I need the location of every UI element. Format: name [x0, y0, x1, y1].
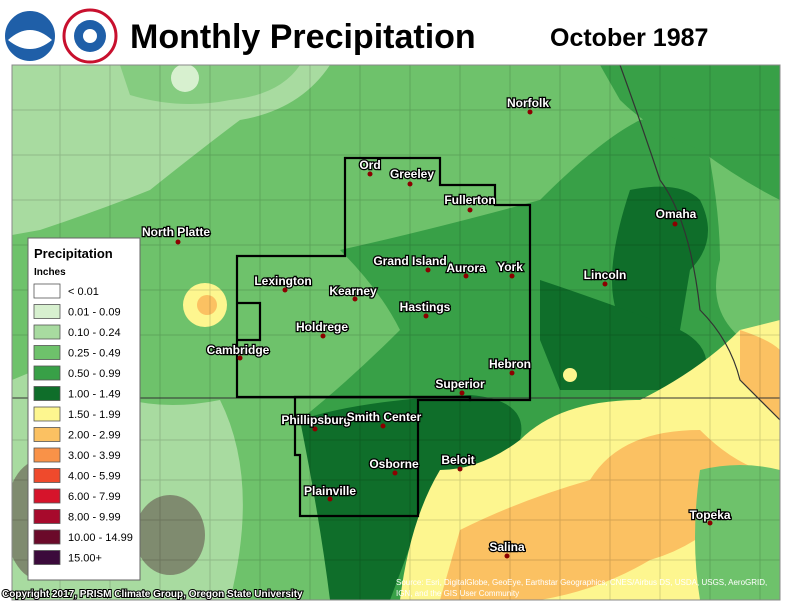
city-label: Kearney: [329, 284, 377, 298]
source-line: IGN, and the GIS User Community: [396, 589, 519, 598]
city-label: Smith Center: [347, 410, 422, 424]
city-label: Lincoln: [584, 268, 627, 282]
city-label: North Platte: [142, 225, 210, 239]
cities: Norfolk Ord Greeley Fullerton Omaha Nort…: [141, 95, 732, 559]
legend-swatch: [33, 283, 61, 299]
legend-label: 4.00 - 5.99: [68, 471, 121, 483]
city: Cambridge: [205, 342, 271, 361]
city: Kearney: [328, 283, 378, 302]
legend-label: 0.01 - 0.09: [68, 307, 121, 319]
legend-swatch: [33, 304, 61, 319]
city: Osborne: [368, 456, 420, 476]
nws-logo: [62, 8, 118, 64]
city-label: Plainville: [304, 484, 356, 498]
legend-label: 2.00 - 2.99: [68, 430, 121, 442]
legend-swatch: [33, 509, 61, 524]
copyright: Copyright 2017, PRISM Climate Group, Ore…: [2, 589, 303, 600]
city-label: Salina: [489, 540, 525, 554]
city-label: Cambridge: [207, 343, 270, 357]
city-label: Omaha: [656, 207, 697, 221]
legend-swatch: [33, 365, 61, 381]
city: Topeka: [688, 507, 732, 526]
legend-swatch: [33, 386, 61, 401]
source-line: Source: Esri, DigitalGlobe, GeoEye, Eart…: [396, 578, 767, 587]
city: Lexington: [253, 273, 313, 293]
legend-title: Precipitation: [34, 246, 113, 261]
legend-swatch: [33, 406, 61, 422]
city: Salina: [488, 539, 526, 559]
city: Smith Center: [345, 409, 423, 429]
city-label: Ord: [359, 158, 380, 172]
city: Lincoln: [582, 267, 628, 287]
legend-swatch: [33, 427, 61, 442]
legend-swatch: [33, 529, 61, 545]
city-label: Phillipsburg: [281, 413, 350, 427]
city: Hebron: [488, 356, 532, 376]
city-label: Superior: [435, 377, 485, 391]
legend-label: 1.50 - 1.99: [68, 409, 121, 421]
legend-swatch: [33, 468, 61, 483]
city: Beloit: [440, 452, 476, 472]
period: October 1987: [550, 24, 708, 52]
legend-label: 10.00 - 14.99: [68, 532, 133, 544]
city: Holdrege: [295, 319, 350, 339]
city: Fullerton: [443, 192, 497, 213]
city: Superior: [434, 376, 486, 396]
legend-units: Inches: [34, 267, 66, 278]
city-label: Lexington: [254, 274, 311, 288]
city: Aurora: [445, 260, 487, 279]
legend-label: 3.00 - 3.99: [68, 450, 121, 462]
legend-swatch: [33, 447, 61, 463]
city-label: Topeka: [689, 508, 730, 522]
legend-swatch: [33, 345, 61, 360]
city: Plainville: [303, 483, 358, 502]
city: Greeley: [389, 166, 436, 187]
legend-label: < 0.01: [68, 286, 99, 298]
city-label: York: [497, 260, 523, 274]
legend-label: 0.50 - 0.99: [68, 368, 121, 380]
city: Omaha: [654, 206, 698, 227]
legend-label: 0.25 - 0.49: [68, 348, 121, 360]
city: Ord: [358, 157, 382, 177]
city-label: Grand Island: [373, 254, 446, 268]
legend-label: 1.00 - 1.49: [68, 389, 121, 401]
city-label: Hebron: [489, 357, 531, 371]
noaa-logo: [3, 9, 57, 63]
city: York: [496, 259, 524, 279]
legend-label: 0.10 - 0.24: [68, 327, 121, 339]
legend-swatch: [33, 488, 61, 504]
legend-swatch: [33, 550, 61, 565]
legend-label: 8.00 - 9.99: [68, 512, 121, 524]
title: Monthly Precipitation: [130, 18, 476, 56]
legend-label: 6.00 - 7.99: [68, 491, 121, 503]
city-label: Beloit: [441, 453, 474, 467]
city-label: Norfolk: [507, 96, 549, 110]
legend: Precipitation Inches < 0.01 0.01 - 0.09 0.…: [27, 237, 141, 581]
city: Norfolk: [506, 95, 551, 115]
city: Phillipsburg: [280, 412, 352, 432]
city-label: Holdrege: [296, 320, 348, 334]
city-label: Greeley: [390, 167, 434, 181]
city-label: Hastings: [400, 300, 451, 314]
city: North Platte: [141, 224, 212, 245]
city: Hastings: [398, 299, 452, 319]
city-label: Fullerton: [444, 193, 495, 207]
legend-swatch: [33, 324, 61, 340]
city-label: Aurora: [446, 261, 486, 275]
legend-label: 15.00+: [68, 553, 102, 565]
city-label: Osborne: [369, 457, 419, 471]
city: Grand Island: [372, 253, 448, 273]
